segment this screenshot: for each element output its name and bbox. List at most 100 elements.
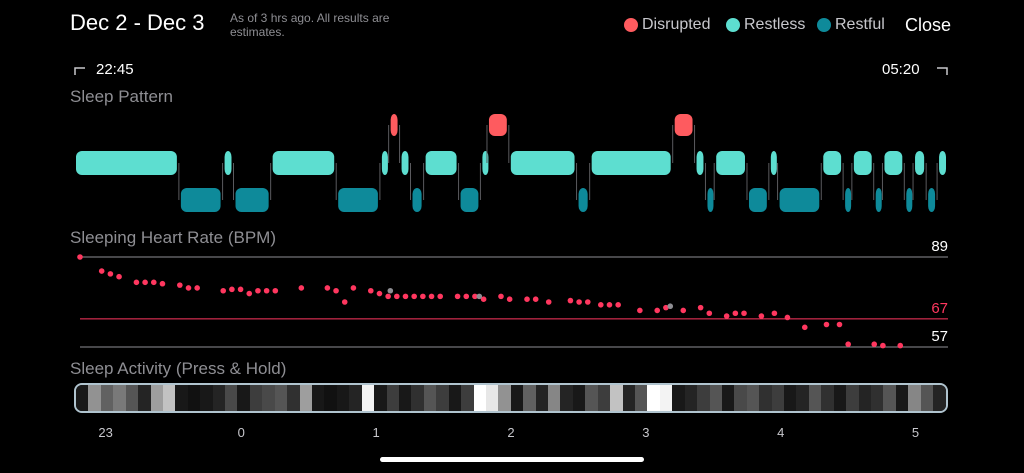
heart-rate-point	[159, 280, 166, 287]
activity-cell	[262, 385, 275, 411]
heart-rate-point	[871, 341, 878, 347]
activity-cell	[597, 385, 611, 411]
activity-cell	[895, 385, 909, 411]
activity-cell	[448, 385, 462, 411]
segment-restless	[770, 151, 777, 175]
max-bpm-label: 89	[931, 238, 948, 255]
heart-rate-point	[237, 286, 244, 293]
heart-rate-point	[480, 296, 487, 302]
activity-cell	[361, 385, 375, 411]
segment-restless	[716, 151, 745, 175]
start-bracket-icon	[74, 67, 85, 75]
activity-cell	[796, 385, 809, 411]
heart-rate-point	[801, 324, 808, 331]
segment-restless	[853, 151, 872, 175]
date-range-title: Dec 2 - Dec 3	[70, 10, 205, 35]
activity-cell	[659, 385, 673, 411]
activity-cell	[771, 385, 785, 411]
heart-rate-point	[411, 293, 417, 300]
segment-restless	[76, 151, 177, 175]
activity-cell	[933, 385, 946, 411]
hour-tick-label: 2	[507, 425, 515, 440]
sleep-pattern-chart[interactable]	[74, 110, 952, 220]
hour-tick-label: 23	[98, 425, 113, 440]
segment-restless	[510, 151, 575, 175]
heart-rate-point	[263, 287, 270, 294]
heart-rate-chart[interactable]: 89 67 57	[70, 232, 954, 356]
activity-cell	[312, 385, 325, 411]
heart-rate-point	[98, 268, 105, 274]
activity-cell	[398, 385, 412, 411]
heart-rate-point	[545, 299, 552, 305]
activity-cell	[523, 385, 536, 411]
min-bpm-label: 57	[931, 328, 948, 345]
sleep-pattern-title: Sleep Pattern	[70, 87, 174, 106]
heart-rate-point	[723, 313, 730, 319]
heart-rate-estimate-point	[387, 287, 394, 294]
heart-rate-point	[606, 302, 613, 308]
activity-cell	[821, 385, 834, 411]
sleep-activity-title: Sleep Activity (Press & Hold)	[70, 359, 287, 378]
activity-cell	[548, 385, 561, 411]
home-indicator[interactable]	[380, 457, 644, 462]
heart-rate-point	[142, 279, 148, 286]
sleep-activity-bar[interactable]	[74, 383, 948, 413]
disrupted-swatch-icon	[624, 18, 638, 32]
segment-restful	[707, 188, 714, 212]
activity-cell	[610, 385, 623, 411]
segment-disrupted	[390, 114, 398, 136]
heart-rate-point	[741, 310, 747, 317]
segment-restless	[272, 151, 335, 175]
heart-rate-point	[758, 313, 765, 319]
heart-rate-point	[246, 290, 253, 297]
heart-rate-point	[532, 296, 539, 302]
heart-rate-point	[567, 297, 574, 304]
segment-restful	[460, 188, 479, 212]
activity-cell	[88, 385, 101, 411]
heart-rate-point	[324, 285, 331, 291]
heart-rate-point	[333, 287, 339, 294]
activity-cell	[697, 385, 710, 411]
heart-rate-point	[194, 285, 200, 291]
activity-cell	[100, 385, 114, 411]
activity-cell	[162, 385, 176, 411]
activity-cell	[138, 385, 151, 411]
heart-rate-point	[107, 271, 114, 277]
activity-cell	[200, 385, 213, 411]
activity-cell	[858, 385, 871, 411]
heart-rate-point	[341, 299, 348, 305]
heart-rate-estimate-point	[667, 303, 674, 310]
heart-rate-point	[298, 285, 305, 291]
heart-rate-point	[472, 293, 478, 300]
segment-restless	[696, 151, 704, 175]
heart-rate-title: Sleeping Heart Rate (BPM)	[70, 228, 276, 247]
start-time: 22:45	[96, 61, 134, 78]
heart-rate-point	[220, 287, 227, 294]
heart-rate-point	[771, 310, 778, 317]
segment-restless	[401, 151, 409, 175]
activity-cell	[423, 385, 437, 411]
segment-restful	[928, 188, 936, 212]
heart-rate-point	[524, 296, 530, 302]
heart-rate-point	[133, 279, 140, 286]
segment-restful	[338, 188, 378, 212]
activity-cell	[846, 385, 859, 411]
activity-cell	[349, 385, 362, 411]
activity-cell	[225, 385, 238, 411]
activity-cell	[647, 385, 660, 411]
heart-rate-point	[598, 302, 604, 308]
activity-cell	[883, 385, 896, 411]
restless-swatch-icon	[726, 18, 740, 32]
segment-restless	[939, 151, 946, 175]
heart-rate-point	[836, 321, 843, 328]
segment-restful	[845, 188, 852, 212]
segment-restful	[578, 188, 588, 212]
segment-restless	[591, 151, 671, 175]
activity-cell	[287, 385, 300, 411]
close-button[interactable]: Close	[905, 15, 952, 35]
heart-rate-point	[697, 304, 704, 311]
segment-restful	[180, 188, 221, 212]
segment-restful	[235, 188, 269, 212]
heart-rate-point	[454, 293, 461, 300]
estimate-note: As of 3 hrs ago. All results are estimat…	[230, 11, 390, 39]
